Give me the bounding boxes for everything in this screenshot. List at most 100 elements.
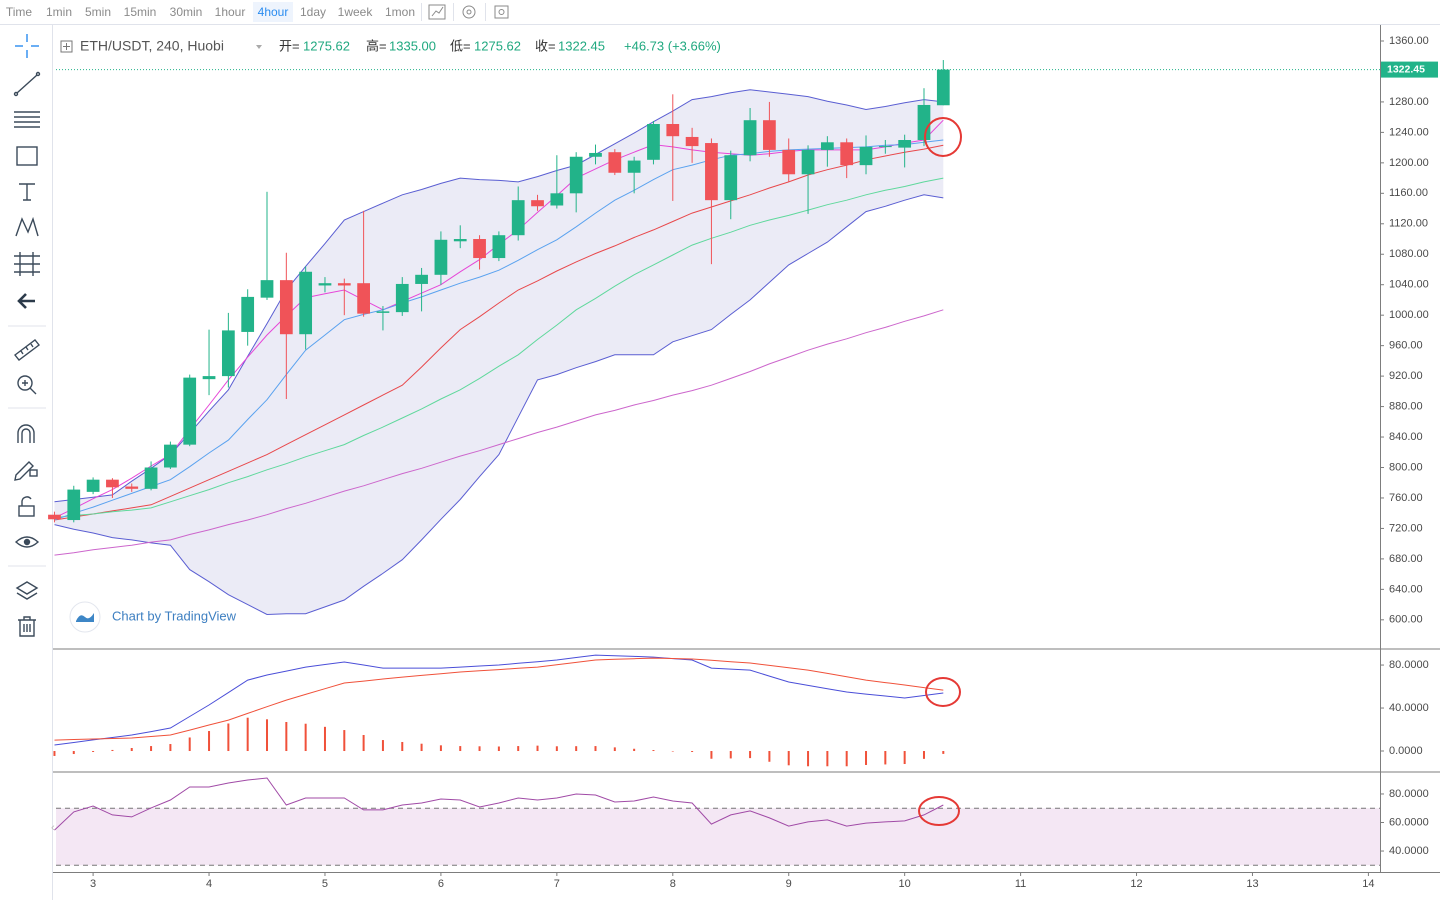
candle-body <box>125 486 139 489</box>
settings-button[interactable] <box>462 5 476 19</box>
object-tree-tool[interactable] <box>15 581 39 600</box>
histogram-bar <box>845 751 848 767</box>
y-tick-label: 1160.00 <box>1389 187 1428 199</box>
band-fill <box>54 89 944 615</box>
interval[interactable]: 1hour <box>215 5 246 19</box>
y-tick-label: 600.00 <box>1389 614 1423 626</box>
prediction-tool[interactable] <box>14 252 40 276</box>
magnet-tool[interactable] <box>17 424 35 443</box>
candle-body <box>782 149 796 175</box>
left-toolbar <box>8 25 53 900</box>
interval[interactable]: 1day <box>300 5 326 19</box>
collapse-arrow[interactable]: ‹ <box>51 822 55 834</box>
interval[interactable]: 1min <box>46 5 72 19</box>
delete-tool[interactable] <box>18 616 36 637</box>
candle-body <box>337 283 351 286</box>
histogram-bar <box>807 751 810 767</box>
change: +46.73 (+3.66%) <box>624 38 721 53</box>
x-tick-label: 14 <box>1362 878 1374 890</box>
symbol: ETH/USDT, 240, Huobi <box>80 38 224 54</box>
candle-body <box>898 140 912 148</box>
y-tick-label: 40.0000 <box>1389 845 1429 857</box>
plot: 600.00640.00680.00720.00760.00800.00840.… <box>48 35 1438 890</box>
x-tick-label: 10 <box>899 878 911 890</box>
candle-body <box>279 280 293 335</box>
crosshair-tool[interactable] <box>15 34 39 58</box>
band-upper <box>54 89 944 503</box>
candle-body <box>666 124 680 137</box>
histogram-bar <box>536 745 539 752</box>
candle-body <box>589 152 602 157</box>
back-tool[interactable] <box>17 293 35 309</box>
ruler-tool[interactable] <box>14 339 40 361</box>
histogram-bar <box>633 748 636 752</box>
candle-body <box>511 200 525 236</box>
y-tick-label: 1040.00 <box>1389 279 1429 291</box>
interval[interactable]: 30min <box>170 5 203 19</box>
visibility-tool[interactable] <box>14 536 40 548</box>
candle-body <box>569 156 583 194</box>
histogram-bar <box>787 751 790 766</box>
candle-body <box>357 283 370 314</box>
dropdown-caret[interactable] <box>256 45 262 49</box>
candle-body <box>705 143 718 201</box>
candle-body <box>763 120 776 150</box>
histogram-bar <box>420 743 423 752</box>
candle-body <box>531 200 544 207</box>
interval[interactable]: Time <box>6 5 33 19</box>
candle-body <box>685 136 699 147</box>
zoom-tool[interactable] <box>17 375 37 395</box>
candle-body <box>936 69 950 106</box>
expand-icon-plus <box>63 43 70 50</box>
candle-body <box>164 444 177 468</box>
histogram-bar <box>826 751 829 767</box>
high-label: 高= <box>366 38 387 53</box>
close-value: 1322.45 <box>558 38 605 53</box>
y-tick-label: 1360.00 <box>1389 35 1429 47</box>
watermark-text: Chart by TradingView <box>112 608 237 623</box>
lock-drawing-tool[interactable] <box>14 461 38 481</box>
text-tool[interactable] <box>19 183 35 201</box>
interval[interactable]: 5min <box>85 5 111 19</box>
trend-line-tool[interactable] <box>13 71 41 97</box>
interval[interactable]: 1mon <box>385 5 415 19</box>
candle-body <box>608 152 622 173</box>
y-tick-label: 1280.00 <box>1389 96 1429 108</box>
candle-body <box>492 235 506 259</box>
histogram-bar <box>884 751 887 765</box>
annotation-circle <box>924 117 962 157</box>
candle-body <box>202 376 216 380</box>
y-tick-label: 80.0000 <box>1389 659 1429 671</box>
moving-average <box>54 139 944 521</box>
pattern-tool[interactable] <box>15 216 39 237</box>
candle-body <box>917 104 931 141</box>
interval-active[interactable]: 4hour <box>258 5 289 19</box>
close-label: 收= <box>535 38 556 53</box>
y-tick-label: 760.00 <box>1389 492 1423 504</box>
fib-tool[interactable] <box>14 111 40 128</box>
lock-tool[interactable] <box>18 496 35 517</box>
histogram-bar <box>266 719 269 752</box>
histogram-bar <box>942 751 945 754</box>
x-tick-label: 5 <box>322 878 328 890</box>
watermark[interactable]: Chart by TradingView <box>69 601 237 633</box>
active-interval-bg <box>253 2 293 22</box>
moving-average <box>54 309 944 556</box>
y-tick-label: 680.00 <box>1389 553 1423 565</box>
candle-body <box>878 146 892 148</box>
interval[interactable]: 1week <box>338 5 374 19</box>
candle-body <box>183 377 197 445</box>
candle-body <box>434 239 448 275</box>
expand-icon[interactable] <box>60 40 73 53</box>
rectangle-tool[interactable] <box>16 146 38 166</box>
histogram-bar <box>53 751 56 756</box>
open-value: 1275.62 <box>303 38 350 53</box>
x-tick-label: 11 <box>1015 878 1026 890</box>
y-tick-label: 840.00 <box>1389 431 1423 443</box>
y-tick-label: 1000.00 <box>1389 309 1429 321</box>
screenshot-button[interactable] <box>494 5 509 19</box>
chart-style-button[interactable] <box>428 4 446 20</box>
interval[interactable]: 15min <box>124 5 157 19</box>
y-tick-label: 1120.00 <box>1389 218 1428 230</box>
low-value: 1275.62 <box>474 38 521 53</box>
